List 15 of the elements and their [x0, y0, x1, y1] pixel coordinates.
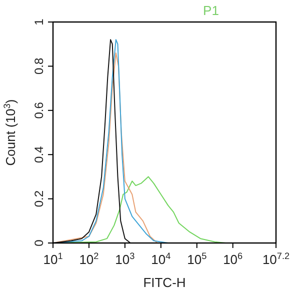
- y-tick-label: 0.4: [32, 146, 46, 163]
- y-tick-label: 0.2: [32, 190, 46, 208]
- x-tick-label: 10$^{2}$: [79, 251, 99, 267]
- x-axis-title: FITC-H: [143, 275, 186, 290]
- y-tick-label: 1: [32, 18, 46, 26]
- x-tick-label: 10$^{4}$: [151, 251, 171, 267]
- y-tick-label: 0: [32, 239, 46, 246]
- x-tick-label: 10$^{6}$: [223, 251, 243, 267]
- x-tick-label: 10$^{7.2}$: [262, 251, 290, 267]
- x-tick-label: 10$^{1}$: [43, 251, 63, 267]
- chart-title: P1: [203, 3, 219, 18]
- y-tick-label: 0.8: [32, 58, 46, 75]
- y-tick-label: 0.6: [32, 102, 46, 119]
- x-tick-label: 10$^{5}$: [187, 251, 207, 267]
- x-tick-label: 10$^{3}$: [115, 251, 135, 267]
